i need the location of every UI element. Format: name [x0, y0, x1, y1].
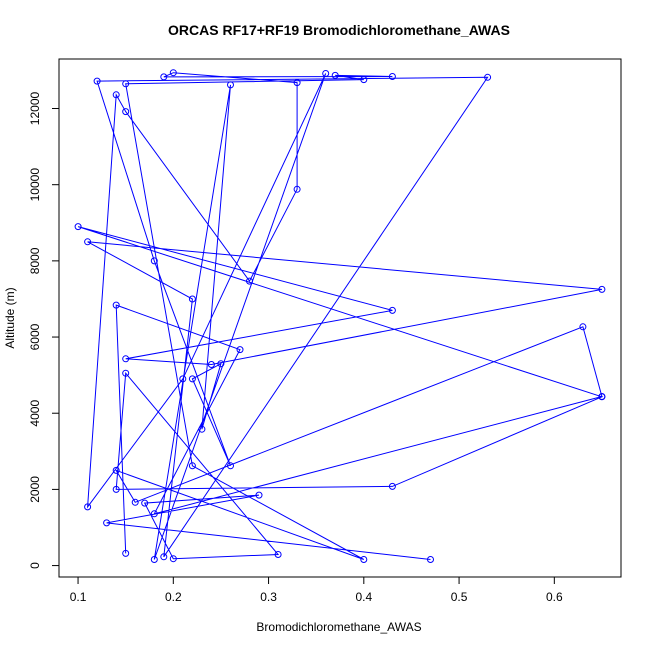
y-tick-label: 6000 [28, 323, 42, 350]
x-tick-label: 0.3 [260, 590, 277, 604]
data-point [331, 71, 339, 79]
data-point [188, 462, 196, 470]
data-point [484, 73, 492, 81]
data-point [169, 555, 177, 563]
data-point [122, 549, 130, 557]
data-point [388, 482, 396, 490]
series-line [77, 72, 604, 560]
x-tick-label: 0.4 [355, 590, 372, 604]
data-point [360, 76, 368, 84]
x-axis-label: Bromodichloromethane_AWAS [256, 620, 421, 634]
data-point [198, 425, 206, 433]
data-point [188, 375, 196, 383]
data-point [360, 556, 368, 563]
y-axis: 0 2000 4000 6000 8000 10000 12000 [28, 92, 60, 569]
data-point [207, 361, 215, 368]
data-point [93, 77, 101, 85]
data-point [188, 295, 196, 303]
x-tick-label: 0.1 [70, 590, 87, 604]
data-point [293, 185, 301, 193]
data-point [141, 499, 149, 507]
data-point [274, 551, 282, 558]
data-point [150, 510, 158, 518]
y-axis-label: Altitude (m) [3, 287, 17, 348]
chart-title: ORCAS RF17+RF19 Bromodichloromethane_AWA… [168, 22, 510, 38]
data-point [122, 369, 130, 377]
y-tick-label: 2000 [28, 476, 42, 503]
data-point [122, 108, 130, 116]
data-point [122, 355, 130, 363]
y-tick-label: 0 [28, 562, 42, 569]
data-point [236, 346, 244, 354]
data-point [598, 285, 606, 293]
data-point [112, 301, 120, 309]
data-point [598, 393, 606, 400]
data-point [217, 360, 225, 368]
series-layer [74, 69, 606, 563]
data-point [84, 503, 92, 511]
data-point [150, 257, 158, 265]
data-point [160, 553, 168, 561]
data-point [427, 556, 434, 563]
data-point [160, 73, 168, 81]
x-tick-label: 0.5 [451, 590, 468, 604]
data-point [112, 466, 120, 474]
x-tick-label: 0.6 [546, 590, 563, 604]
data-point [227, 462, 234, 470]
data-point [112, 485, 120, 493]
data-point [388, 73, 396, 80]
y-tick-label: 10000 [28, 168, 42, 202]
y-tick-label: 4000 [28, 400, 42, 427]
data-point [246, 277, 253, 285]
data-point [388, 306, 396, 314]
data-point [579, 323, 587, 331]
data-point [84, 238, 92, 246]
data-point [150, 556, 158, 563]
data-point [179, 375, 187, 383]
data-point [293, 79, 301, 87]
data-point [122, 80, 130, 88]
data-point [74, 223, 82, 231]
data-point [255, 491, 263, 499]
x-tick-label: 0.2 [165, 590, 182, 604]
data-point [131, 498, 139, 506]
y-tick-label: 8000 [28, 247, 42, 274]
data-point [322, 70, 330, 77]
data-point [169, 69, 177, 77]
x-axis: 0.1 0.2 0.3 0.4 0.5 0.6 [70, 576, 563, 604]
data-point [227, 81, 234, 89]
data-point [103, 519, 111, 527]
data-point [112, 91, 120, 99]
y-tick-label: 12000 [28, 92, 42, 126]
